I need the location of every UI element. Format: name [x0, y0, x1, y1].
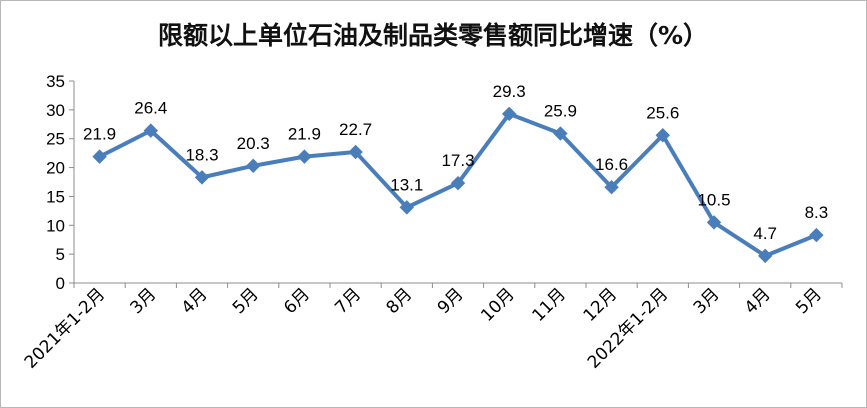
- data-label: 17.3: [441, 151, 474, 170]
- data-label: 20.3: [237, 134, 270, 153]
- y-tick-label: 25: [46, 130, 65, 149]
- data-point: [143, 123, 159, 138]
- x-tick-label: 4月: [178, 284, 212, 318]
- x-tick-label: 9月: [434, 284, 468, 318]
- data-label: 18.3: [185, 145, 218, 164]
- data-label: 25.6: [646, 103, 679, 122]
- y-tick-label: 30: [46, 101, 65, 120]
- y-tick-label: 35: [46, 72, 65, 91]
- x-tick-label: 7月: [331, 284, 365, 318]
- data-point: [348, 144, 363, 160]
- data-point: [604, 179, 619, 195]
- data-point: [245, 158, 261, 174]
- data-point: [757, 248, 773, 264]
- x-tick-label: 5月: [229, 284, 263, 318]
- x-tick-label: 12月: [580, 284, 621, 325]
- data-point: [655, 128, 671, 143]
- data-label: 16.6: [595, 155, 628, 174]
- data-label: 21.9: [288, 125, 321, 144]
- data-point: [501, 106, 517, 122]
- y-tick-label: 10: [46, 216, 65, 235]
- x-tick-label: 3月: [127, 284, 161, 318]
- y-tick-label: 15: [46, 187, 65, 206]
- y-tick-label: 20: [46, 159, 65, 178]
- data-label: 21.9: [83, 125, 116, 144]
- y-tick-label: 0: [56, 274, 65, 293]
- data-point: [92, 149, 107, 164]
- chart-title: 限额以上单位石油及制品类零售额同比增速（%）: [158, 21, 708, 50]
- data-point: [706, 215, 722, 230]
- data-label: 29.3: [493, 82, 526, 101]
- data-label: 10.5: [697, 190, 730, 209]
- x-tick-label: 2021年1-2月: [21, 284, 109, 372]
- y-tick-label: 5: [56, 245, 65, 264]
- data-point: [194, 170, 210, 185]
- data-label: 22.7: [339, 120, 372, 139]
- data-point: [399, 200, 415, 215]
- x-tick-label: 8月: [383, 284, 417, 318]
- data-label: 8.3: [805, 203, 829, 222]
- x-tick-label: 6月: [280, 284, 314, 318]
- data-label: 25.9: [544, 102, 577, 121]
- data-point: [809, 227, 824, 243]
- series: 21.9 26.4 18.3 20.3 21.9 22.7 13.1 17.3 29.3 25.9…: [83, 82, 829, 264]
- data-point: [553, 126, 568, 141]
- data-point: [297, 149, 312, 164]
- x-tick-label: 5月: [792, 284, 826, 318]
- data-label: 26.4: [134, 99, 167, 118]
- x-tick-label: 10月: [477, 284, 518, 325]
- x-tick-label: 11月: [528, 284, 569, 325]
- x-tick-label: 3月: [690, 284, 724, 318]
- data-label: 4.7: [753, 224, 777, 243]
- data-point: [450, 175, 466, 191]
- x-tick-label: 4月: [741, 284, 775, 318]
- data-label: 13.1: [390, 175, 423, 194]
